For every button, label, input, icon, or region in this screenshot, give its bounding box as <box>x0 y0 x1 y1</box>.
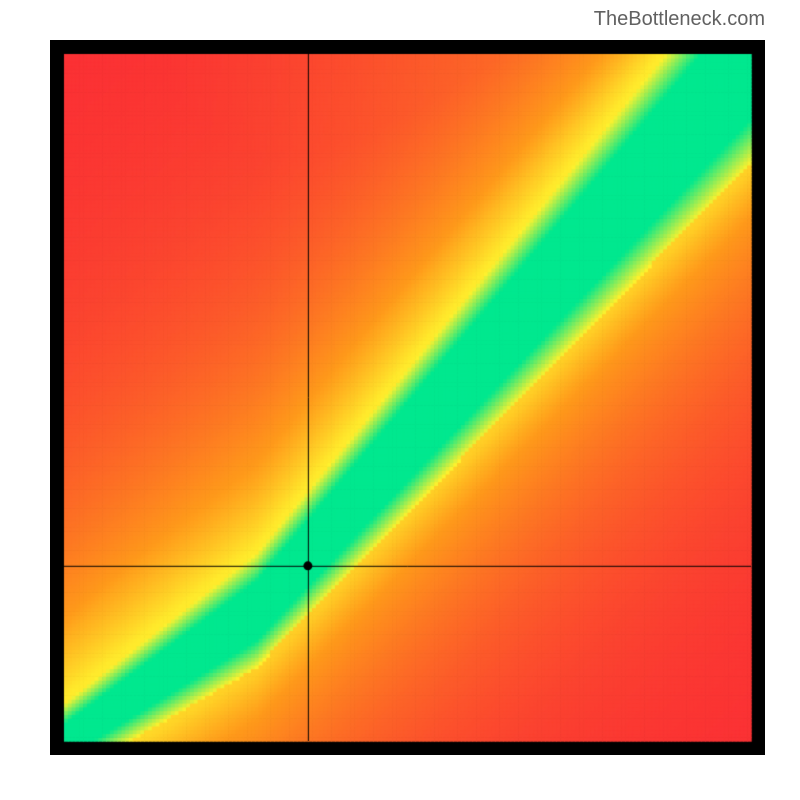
chart-container: TheBottleneck.com <box>0 0 800 800</box>
heatmap-canvas <box>50 40 765 755</box>
plot-area <box>50 40 765 755</box>
watermark-text: TheBottleneck.com <box>594 8 765 31</box>
